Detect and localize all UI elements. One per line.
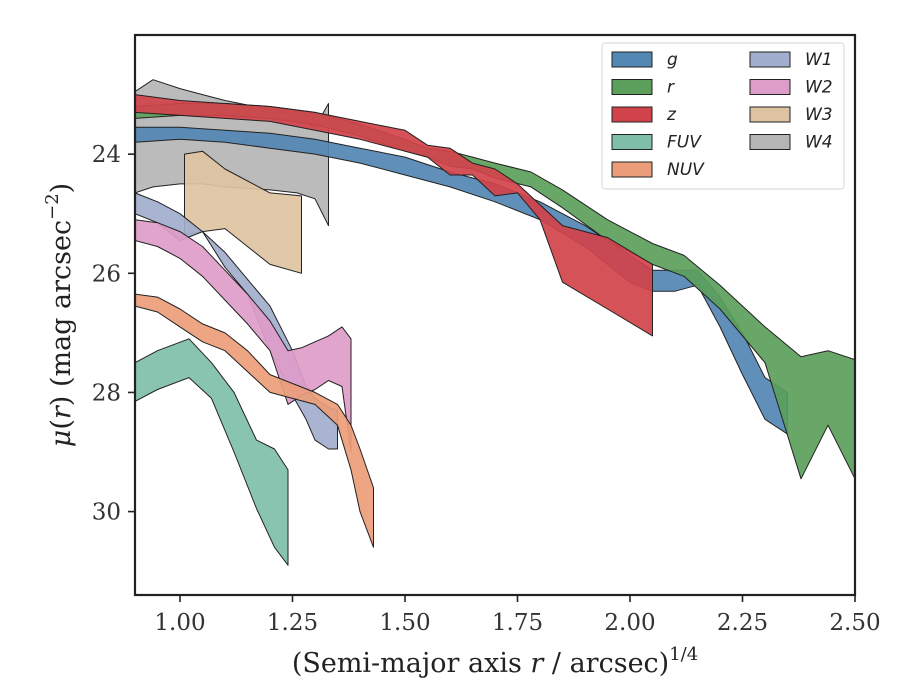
y-tick-label: 28	[92, 380, 121, 406]
legend-label-g: g	[667, 50, 678, 70]
y-axis-label-close: )	[46, 396, 77, 407]
x-tick-label: 2.25	[717, 610, 768, 636]
legend-swatch-g	[611, 51, 653, 68]
legend-swatch-nuv	[611, 161, 653, 178]
legend-swatch-w3	[749, 106, 791, 123]
x-tick-label: 1.75	[492, 610, 543, 636]
legend-label-w1: W1	[805, 50, 833, 70]
legend-label-z: z	[666, 105, 677, 125]
band-nuv	[135, 293, 374, 548]
band-w1	[135, 192, 338, 450]
legend-swatch-w4	[749, 134, 791, 150]
x-tick-label: 1.25	[267, 610, 318, 636]
y-axis-label: μ(r) (mag arcsec−2)	[42, 183, 77, 447]
y-tick-label: 26	[92, 261, 121, 287]
x-axis-label: (Semi-major axis r / arcsec)1/4	[292, 644, 698, 679]
x-axis-label-text: (Semi-major axis	[292, 648, 531, 679]
legend-label-w2: W2	[805, 78, 833, 98]
x-tick-label: 1.00	[154, 610, 205, 636]
legend-swatch-fuv	[611, 134, 653, 150]
y-axis-ticks: 24 26 28 30	[92, 142, 135, 526]
band-fuv	[135, 338, 289, 566]
x-axis-ticks: 1.00 1.25 1.50 1.75 2.00 2.25 2.50	[154, 595, 881, 636]
y-axis-label-var: r	[46, 404, 77, 419]
y-tick-label: 24	[92, 142, 121, 168]
legend-label-nuv: NUV	[667, 160, 705, 180]
y-axis-label-open: (	[46, 419, 77, 430]
band-z	[135, 94, 653, 337]
legend: grz FUV NUV W1 W2 W3 W4	[601, 42, 845, 190]
legend-swatch-r	[611, 79, 653, 95]
x-axis-label-var: r	[530, 648, 545, 679]
y-axis-label-end: )	[46, 183, 77, 194]
x-tick-label: 1.50	[379, 610, 430, 636]
x-axis-label-exponent: 1/4	[669, 644, 698, 665]
x-tick-label: 2.00	[604, 610, 655, 636]
y-axis-label-unit: (mag arcsec	[46, 220, 77, 396]
legend-label-w3: W3	[805, 105, 833, 125]
y-axis-label-exponent: −2	[42, 193, 63, 220]
legend-label-r: r	[667, 78, 675, 98]
legend-label-fuv: FUV	[667, 133, 702, 153]
legend-swatch-w1	[749, 51, 791, 68]
legend-swatch-z	[611, 106, 653, 123]
y-axis-label-mu: μ	[46, 430, 77, 448]
legend-swatch-w2	[749, 79, 791, 95]
y-tick-label: 30	[92, 500, 121, 526]
plot-frame	[133, 33, 857, 597]
x-tick-label: 2.50	[829, 610, 880, 636]
x-axis-label-unit: / arcsec)	[543, 648, 669, 679]
legend-label-w4: W4	[805, 133, 833, 153]
data-bands	[135, 79, 855, 566]
